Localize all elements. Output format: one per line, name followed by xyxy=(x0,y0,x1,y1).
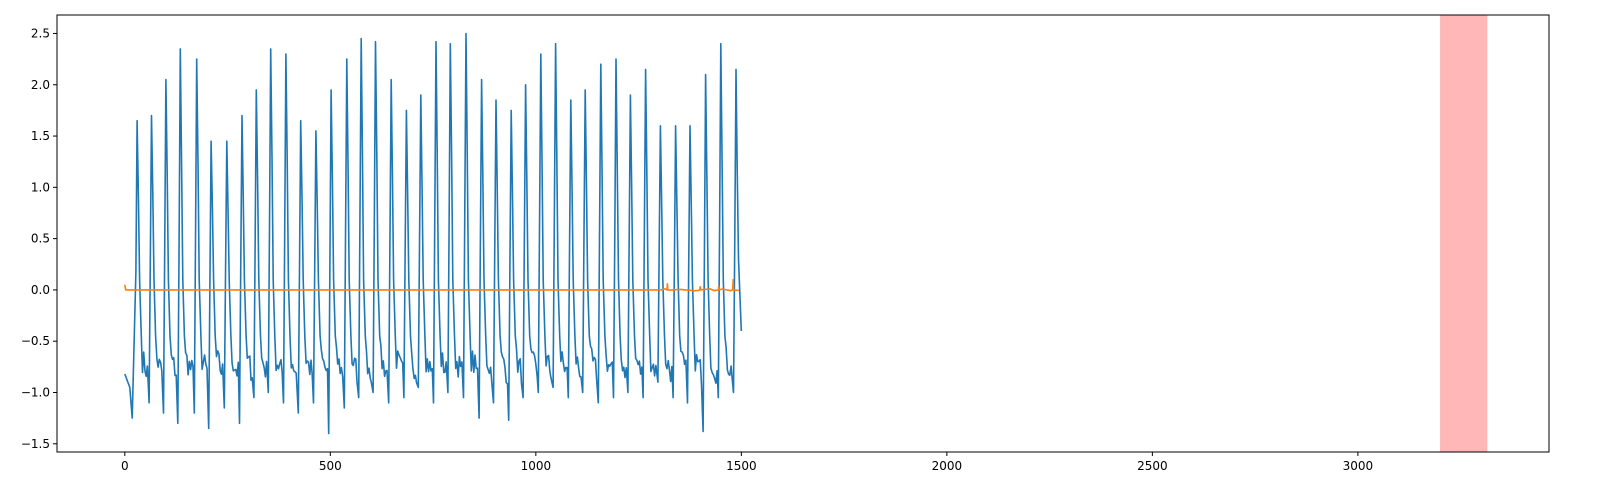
x-tick-label: 2000 xyxy=(932,459,963,473)
plot-area xyxy=(124,15,1488,452)
x-tick-label: 0 xyxy=(121,459,129,473)
axes-frame xyxy=(56,14,1550,453)
series-line-orange xyxy=(124,278,739,292)
x-tick-label: 500 xyxy=(319,459,342,473)
x-tick-label: 2500 xyxy=(1137,459,1168,473)
y-tick-label: 0.5 xyxy=(31,232,50,246)
y-tick-label: −0.5 xyxy=(21,334,50,348)
y-tick-label: −1.0 xyxy=(21,386,50,400)
y-tick-label: 0.0 xyxy=(31,283,50,297)
y-tick-label: −1.5 xyxy=(21,437,50,451)
y-tick-label: 2.5 xyxy=(31,26,50,40)
x-tick-label: 1000 xyxy=(521,459,552,473)
y-tick-label: 1.5 xyxy=(31,129,50,143)
highlight-region xyxy=(1440,15,1488,452)
series-line-blue xyxy=(124,32,743,435)
x-tick-label: 1500 xyxy=(726,459,757,473)
y-tick-label: 2.0 xyxy=(31,78,50,92)
axes: 0 500 1000 1500 2000 2500 3000 −1.5 −1.0 −0.5 0.0 0… xyxy=(21,14,1550,473)
y-tick-label: 1.0 xyxy=(31,180,50,194)
x-tick-label: 3000 xyxy=(1343,459,1374,473)
